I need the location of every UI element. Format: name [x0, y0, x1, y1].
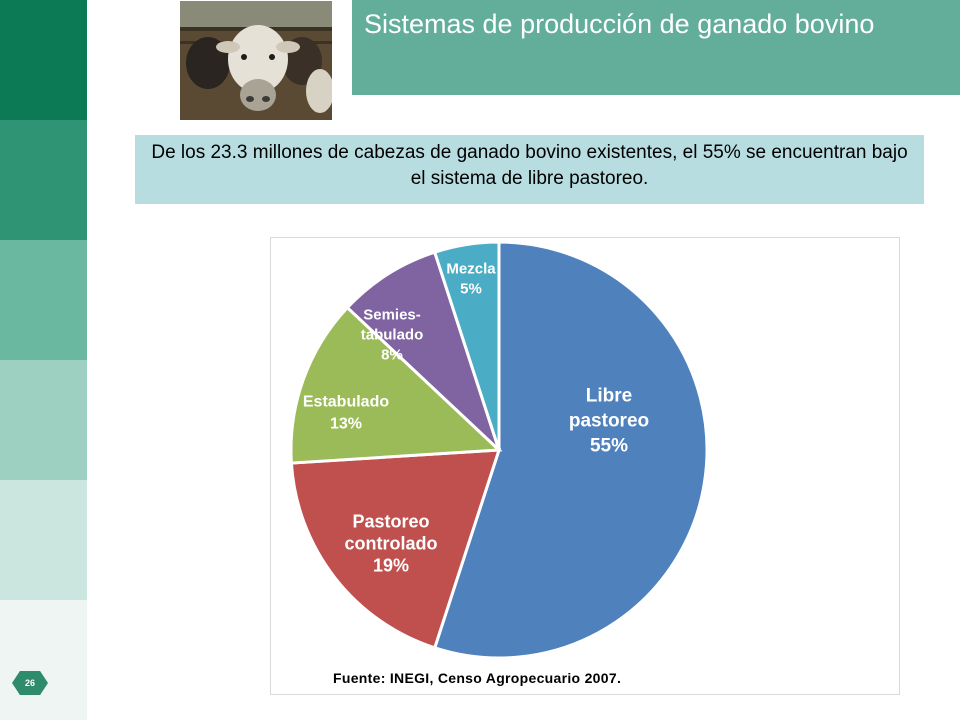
cattle-photo [180, 1, 332, 120]
slice-label-line: 55% [590, 436, 628, 457]
cattle-photo-illustration [180, 1, 332, 120]
slice-label-line: Pastoreo [352, 511, 429, 531]
slice-label-line: controlado [345, 533, 438, 553]
pie-slice [289, 448, 502, 650]
chart-source: Fuente: INEGI, Censo Agropecuario 2007. [333, 670, 622, 686]
slice-label: Mezcla 5% [446, 260, 496, 297]
sidebar-band [0, 240, 87, 360]
pie-slice [345, 250, 501, 452]
pie-slice [432, 240, 501, 451]
pie-chart-frame: Libre pastoreo 55% Pastoreo controlado 19% Est… [270, 237, 900, 695]
slice-label-line: 8% [381, 346, 403, 363]
sidebar-band [0, 120, 87, 240]
slice-label-line: 19% [373, 555, 409, 575]
slice-label: Libre pastoreo 55% [569, 386, 649, 457]
slice-label: Estabulado 13% [303, 394, 389, 433]
slice-label-line: Estabulado [303, 394, 389, 411]
slice-label-line: Mezcla [446, 260, 496, 277]
sidebar-band [0, 360, 87, 480]
sidebar-band [0, 0, 87, 120]
sidebar [0, 0, 87, 720]
pie-chart: Libre pastoreo 55% Pastoreo controlado 19% Est… [289, 240, 709, 660]
page-number: 26 [12, 671, 48, 695]
slice-label-line: Libre [586, 386, 632, 407]
pie-slice [289, 305, 503, 465]
slice-label-line: 13% [330, 416, 362, 433]
slice-label-line: Semies- [363, 306, 421, 323]
slice-label-line: tabulado [361, 326, 424, 343]
summary-text: De los 23.3 millones de cabezas de ganad… [135, 135, 924, 204]
pie-slice [432, 240, 709, 660]
page-title: Sistemas de producción de ganado bovino [352, 0, 960, 95]
sidebar-band [0, 600, 87, 720]
sidebar-band [0, 480, 87, 600]
slice-label-line: 5% [460, 280, 482, 297]
slice-label: Pastoreo controlado 19% [345, 511, 438, 575]
slice-label-line: pastoreo [569, 411, 649, 432]
slice-label: Semies-tabulado 8% [361, 306, 424, 363]
